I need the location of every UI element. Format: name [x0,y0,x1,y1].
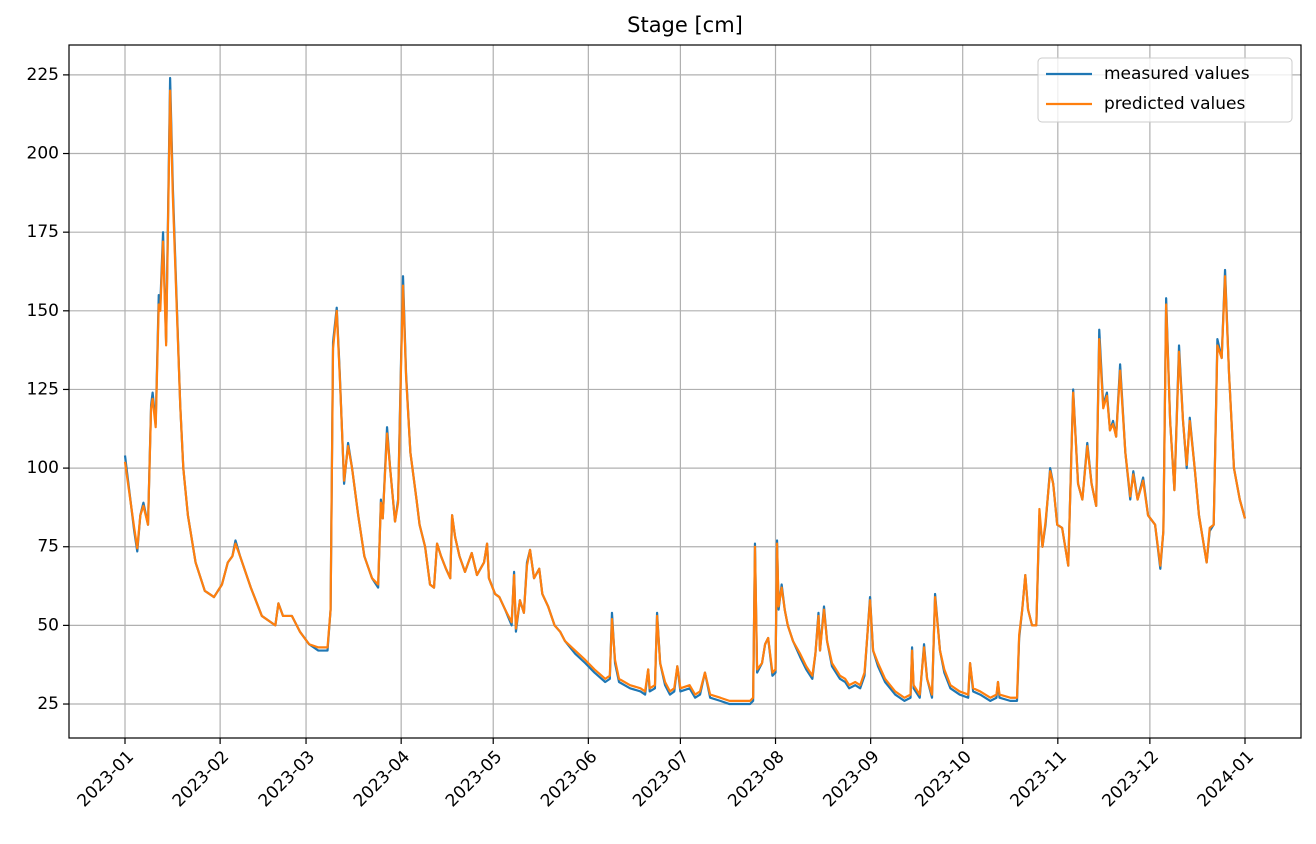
x-tick-label: 2023-06 [537,747,601,811]
x-tick-label: 2023-11 [1007,747,1071,811]
y-tick-label: 125 [27,379,59,399]
y-tick-label: 150 [27,301,59,321]
legend-label: measured values [1104,64,1250,84]
data-line [123,89,1247,702]
y-tick-label: 75 [37,537,59,557]
x-tick-label: 2023-02 [169,747,233,811]
legend-label: predicted values [1104,94,1245,114]
y-tick-label: 50 [37,615,59,635]
x-tick-label: 2023-12 [1099,747,1163,811]
x-tick-label: 2023-03 [255,747,319,811]
y-tick-label: 25 [37,694,59,714]
x-tick-label: 2023-07 [629,747,693,811]
x-tick-label: 2023-09 [819,747,883,811]
plot-frame [68,44,1302,739]
legend-box [1037,57,1293,123]
x-tick-label: 2023-08 [724,747,788,811]
x-tick-label: 2023-10 [911,747,975,811]
x-tick-label: 2023-01 [74,747,138,811]
data-line [123,76,1247,706]
x-tick-label: 2024-01 [1194,747,1258,811]
y-tick-label: 200 [27,144,59,164]
y-tick-label: 175 [27,222,59,242]
x-tick-label: 2023-05 [442,747,506,811]
legend: measured values predicted values [1037,57,1293,123]
x-tick-label: 2023-04 [350,747,414,811]
y-tick-label: 225 [27,65,59,85]
chart-title: Stage [cm] [627,13,743,37]
y-tick-label: 100 [27,458,59,478]
